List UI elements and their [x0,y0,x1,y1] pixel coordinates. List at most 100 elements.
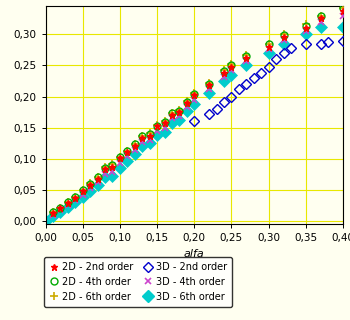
3D - 4th order [281,38,286,42]
3D - 6th order [103,175,107,179]
3D - 4th order [185,105,189,109]
2D - 2nd order [66,202,70,205]
3D - 6th order [66,205,70,209]
2D - 4th order [244,54,248,58]
3D - 6th order [43,219,48,223]
2D - 6th order [192,92,196,95]
2D - 6th order [341,6,345,10]
2D - 4th order [177,109,181,113]
3D - 4th order [133,148,137,152]
2D - 4th order [125,149,130,153]
2D - 4th order [170,111,174,115]
2D - 4th order [118,156,122,159]
3D - 4th order [125,154,130,158]
3D - 2nd order [341,39,345,43]
2D - 6th order [118,156,122,159]
2D - 6th order [73,195,77,199]
3D - 2nd order [274,57,278,61]
2D - 6th order [133,142,137,146]
3D - 6th order [177,118,181,122]
2D - 2nd order [110,165,114,169]
2D - 4th order [162,120,167,124]
2D - 6th order [170,111,174,115]
2D - 6th order [229,62,233,66]
3D - 6th order [155,133,159,137]
3D - 6th order [133,152,137,156]
2D - 4th order [110,163,114,167]
2D - 2nd order [281,36,286,39]
2D - 6th order [185,99,189,103]
2D - 2nd order [207,84,211,87]
2D - 6th order [162,119,167,123]
2D - 4th order [192,92,196,96]
3D - 6th order [281,42,286,46]
3D - 2nd order [215,107,219,111]
2D - 2nd order [170,113,174,116]
2D - 2nd order [148,134,152,138]
2D - 2nd order [185,101,189,105]
3D - 2nd order [252,76,256,80]
3D - 4th order [96,180,100,184]
3D - 4th order [58,208,62,212]
2D - 4th order [229,63,233,67]
2D - 4th order [304,24,308,28]
Line: 3D - 4th order: 3D - 4th order [49,12,346,218]
3D - 4th order [148,138,152,142]
3D - 2nd order [281,51,286,55]
2D - 4th order [155,124,159,128]
2D - 6th order [244,53,248,57]
3D - 4th order [207,87,211,91]
2D - 6th order [125,149,130,153]
2D - 2nd order [318,16,323,20]
3D - 2nd order [304,42,308,46]
3D - 6th order [267,51,271,55]
3D - 6th order [96,183,100,187]
2D - 2nd order [103,167,107,171]
3D - 6th order [318,25,323,29]
3D - 4th order [118,161,122,165]
3D - 4th order [51,213,55,217]
3D - 6th order [170,121,174,125]
3D - 4th order [229,68,233,72]
3D - 6th order [185,109,189,113]
3D - 4th order [103,172,107,176]
2D - 4th order [103,166,107,170]
3D - 6th order [207,92,211,95]
2D - 2nd order [267,45,271,49]
3D - 2nd order [192,119,196,123]
3D - 4th order [140,140,144,144]
3D - 2nd order [267,65,271,68]
2D - 6th order [110,162,114,166]
3D - 2nd order [318,42,323,46]
X-axis label: alfa: alfa [184,249,205,259]
2D - 6th order [103,165,107,169]
2D - 2nd order [125,150,130,154]
2D - 2nd order [177,110,181,114]
3D - 4th order [80,193,85,197]
3D - 6th order [222,79,226,83]
Line: 2D - 6th order: 2D - 6th order [49,4,347,216]
3D - 6th order [58,210,62,213]
3D - 6th order [73,200,77,204]
2D - 4th order [58,206,62,210]
2D - 6th order [222,68,226,72]
2D - 6th order [304,22,308,26]
3D - 4th order [88,186,92,190]
3D - 4th order [155,129,159,133]
3D - 2nd order [222,100,226,103]
3D - 6th order [162,130,167,134]
3D - 4th order [341,14,345,18]
2D - 2nd order [155,124,159,128]
2D - 6th order [177,108,181,112]
2D - 6th order [66,200,70,204]
2D - 2nd order [118,156,122,160]
2D - 4th order [51,210,55,214]
2D - 2nd order [140,136,144,140]
2D - 2nd order [244,56,248,60]
Line: 2D - 4th order: 2D - 4th order [49,5,346,216]
3D - 6th order [148,141,152,145]
2D - 4th order [267,43,271,46]
2D - 4th order [66,200,70,204]
3D - 6th order [118,166,122,170]
3D - 6th order [125,159,130,163]
